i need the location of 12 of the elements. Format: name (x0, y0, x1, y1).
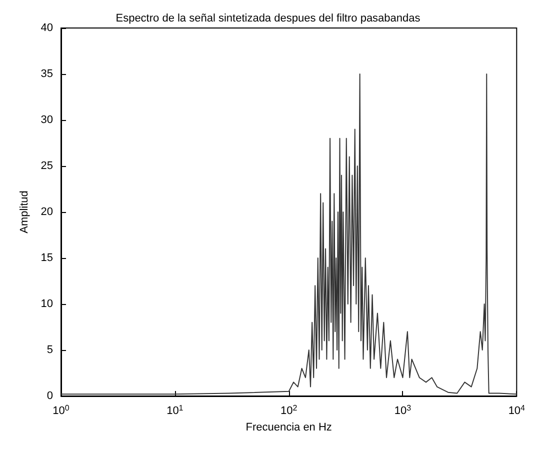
y-tick-label: 35 (40, 68, 53, 80)
x-axis-title: Frecuencia en Hz (246, 422, 332, 434)
y-tick-label: 10 (40, 298, 53, 310)
y-tick-label: 30 (40, 114, 53, 126)
y-tick-label: 5 (46, 344, 53, 356)
y-tick-label: 0 (46, 390, 53, 402)
y-tick-label: 40 (40, 22, 53, 34)
y-tick-label: 20 (40, 206, 53, 218)
y-tick-label: 25 (40, 160, 53, 172)
y-axis-title: Amplitud (18, 190, 30, 234)
chart-title: Espectro de la señal sintetizada despues del filtro pasabandas (116, 12, 421, 24)
y-tick-label: 15 (40, 252, 53, 264)
